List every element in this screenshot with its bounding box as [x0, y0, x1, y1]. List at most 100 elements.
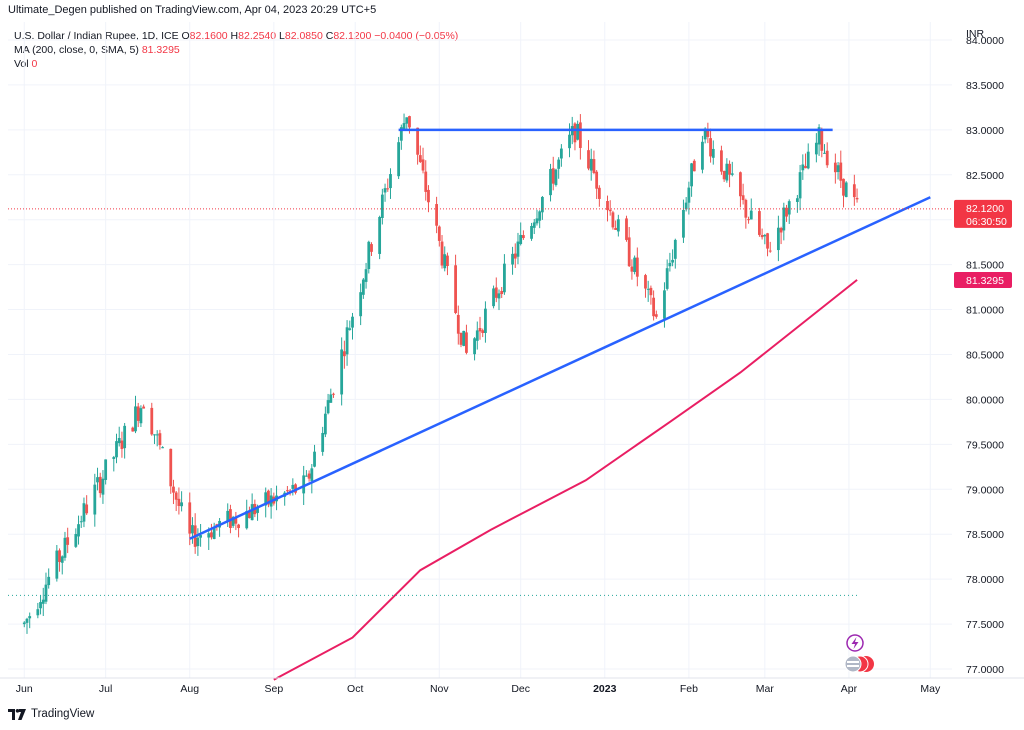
x-tick-label: Dec [511, 683, 530, 695]
candle-body [725, 163, 729, 181]
x-tick-label: Sep [264, 683, 283, 695]
candle-body [286, 490, 289, 492]
candle-body [161, 447, 165, 449]
candle-body [22, 622, 26, 625]
x-tick-label: Nov [430, 683, 449, 695]
candle-body [454, 265, 457, 313]
candle-body [180, 502, 184, 507]
candle-body [500, 290, 504, 295]
candle-body [825, 150, 829, 166]
candle-body [267, 490, 270, 505]
candle-body [288, 490, 292, 492]
support-trendline[interactable] [189, 196, 931, 540]
candle-body [492, 288, 495, 307]
candle-body [44, 584, 48, 602]
candle-body [839, 162, 843, 181]
us-flag-event-icon[interactable] [844, 655, 862, 673]
price-axis[interactable]: INR84.000083.500083.000082.500082.000081… [966, 28, 1004, 676]
candle-body [785, 207, 788, 217]
candle-body [212, 526, 216, 540]
candle-body [801, 164, 805, 171]
y-tick-label: 78.5000 [966, 529, 1004, 541]
candle-body [446, 255, 449, 267]
candle-body [174, 492, 178, 500]
candle-body [576, 123, 580, 140]
candle-body [497, 293, 501, 299]
candle-body [540, 196, 544, 213]
candle-body [348, 328, 352, 330]
candle-body [380, 194, 384, 218]
candle-body [153, 434, 156, 436]
candle-body [199, 535, 202, 538]
candle-body [652, 297, 656, 317]
candle-body [115, 441, 118, 458]
candle-body [207, 533, 211, 538]
candle-body [687, 187, 691, 203]
flag-stripes-icon [847, 665, 859, 667]
event-icons[interactable] [844, 634, 874, 673]
symbol-title[interactable]: U.S. Dollar / Indian Rupee, 1D, ICE [14, 30, 179, 42]
candle-body [511, 253, 514, 265]
candle-body [123, 425, 127, 449]
candle-body [456, 314, 460, 334]
candle-body [66, 537, 70, 545]
candle-body [513, 253, 517, 259]
footer-brand: TradingView [31, 708, 95, 720]
candle-body [378, 216, 382, 254]
candle-body [93, 484, 97, 515]
candle-body [440, 241, 444, 266]
candle-body [250, 504, 254, 521]
y-tick-label: 78.0000 [966, 574, 1004, 586]
tradingview-footer[interactable]: TradingView [8, 708, 94, 720]
y-tick-label: 82.5000 [966, 170, 1004, 182]
candle-body [787, 201, 791, 215]
candle-body [361, 279, 365, 295]
price-change: −0.0400 (−0.05%) [374, 30, 459, 42]
currency-label: INR [966, 28, 985, 40]
candle-body [804, 165, 807, 169]
candle-body [237, 524, 240, 529]
y-tick-label: 80.0000 [966, 394, 1004, 406]
candle-body [321, 432, 325, 452]
ohlc-key-o: O [181, 30, 190, 42]
x-tick-label: Aug [180, 683, 199, 695]
candle-body [823, 152, 826, 154]
y-tick-label: 79.0000 [966, 484, 1004, 496]
bar-countdown: 06:30:50 [966, 216, 1007, 228]
candle-body [101, 478, 105, 495]
legend-volume-row[interactable]: Vol 0 [14, 57, 458, 71]
candle-body [60, 556, 64, 563]
candle-body [663, 290, 666, 319]
candle-body [592, 159, 596, 173]
candle-body [462, 330, 466, 346]
candlestick-series [22, 113, 859, 634]
ohlc-key-l: L [276, 30, 285, 42]
candle-body [340, 349, 344, 395]
candle-body [465, 332, 468, 353]
candle-body [516, 241, 520, 257]
last-price-value: 82.1200 [966, 203, 1004, 215]
x-tick-label: Jun [16, 683, 33, 695]
candle-body [310, 468, 314, 482]
candle-body [706, 129, 710, 137]
legend-ma-row[interactable]: MA (200, close, 0, SMA, 5) 81.3295 [14, 43, 458, 57]
candle-body [63, 537, 67, 558]
candle-body [435, 204, 438, 226]
candle-body [625, 218, 628, 240]
candle-body [418, 155, 422, 162]
candle-body [196, 537, 200, 547]
candle-body [484, 308, 487, 333]
candle-body [635, 257, 639, 277]
candle-body [177, 498, 181, 506]
candle-body [559, 148, 563, 159]
candle-body [36, 609, 40, 616]
candle-body [630, 266, 634, 272]
time-axis[interactable]: Jun Jul Aug Sep Oct Nov Dec 2023 Feb Mar Apr May [0, 677, 1024, 695]
candle-body [611, 212, 615, 228]
candle-body [573, 123, 577, 143]
volume-label: Vol [14, 58, 29, 70]
candle-body [494, 287, 498, 298]
candle-body [443, 254, 447, 269]
